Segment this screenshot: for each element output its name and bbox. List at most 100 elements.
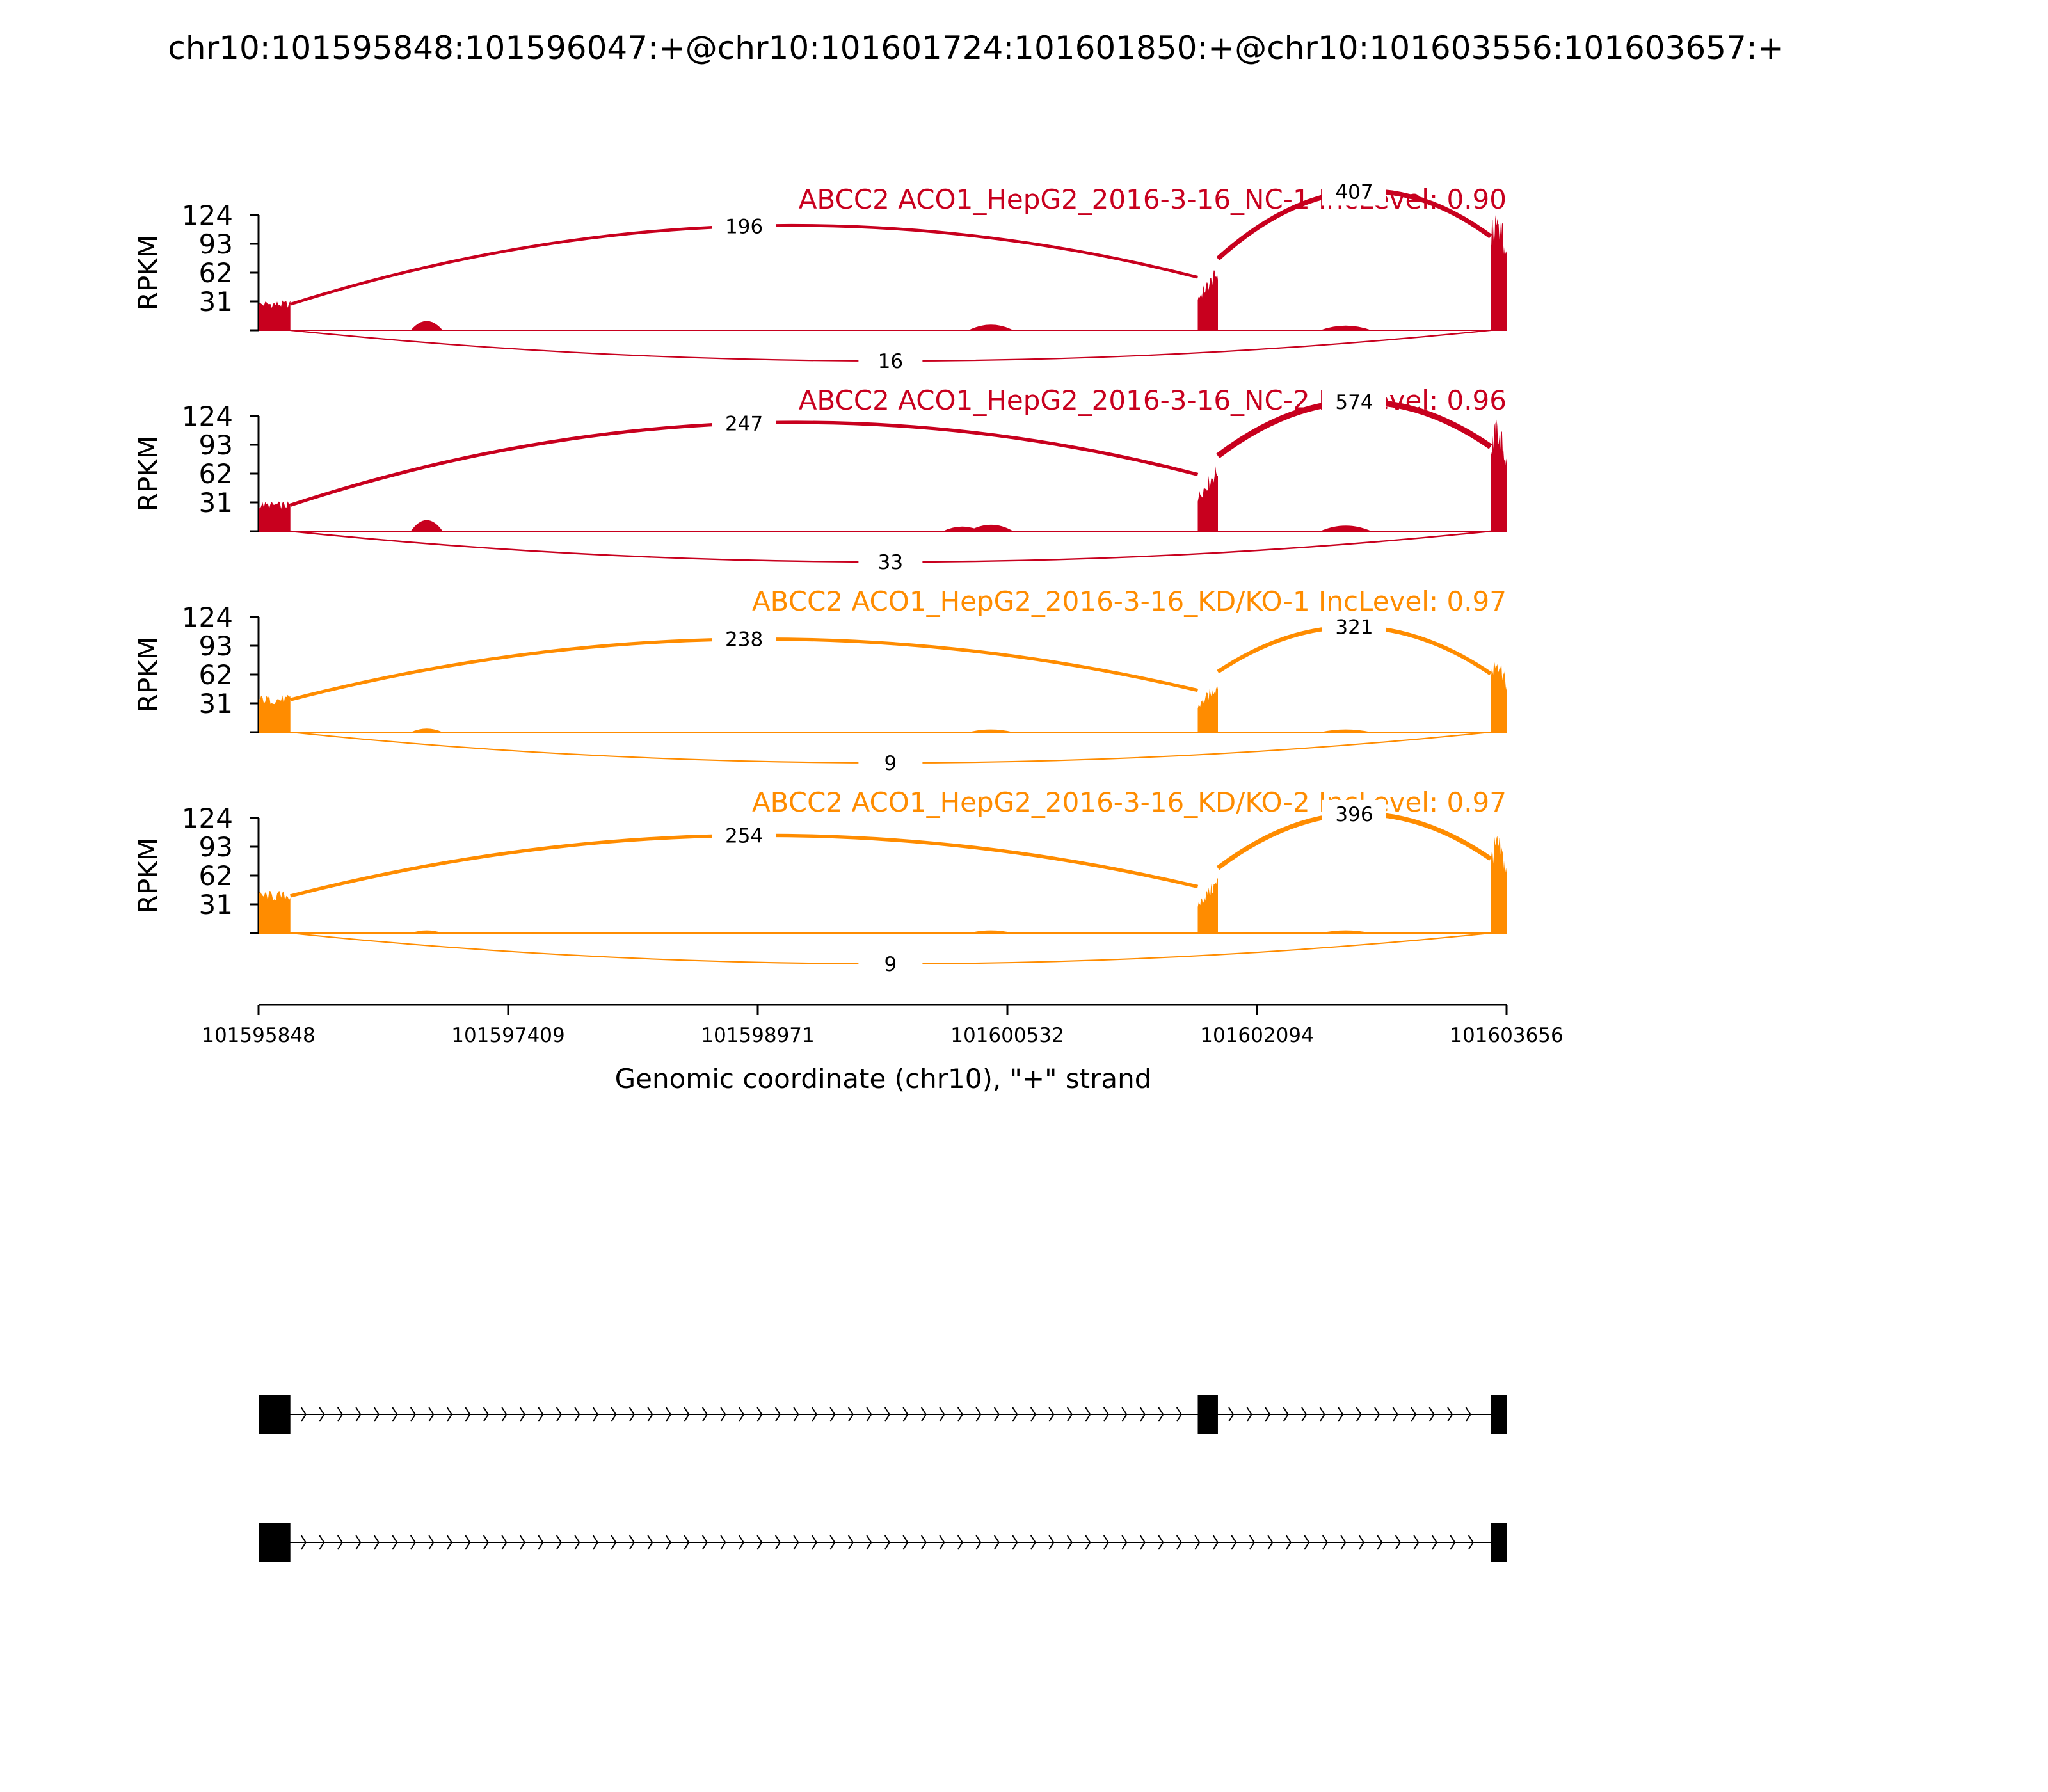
- junction-count-bg: [1322, 799, 1386, 828]
- strand-arrow: [993, 1407, 1000, 1422]
- junction-count-bg: [712, 821, 776, 850]
- strand-arrow: [647, 1407, 653, 1422]
- y-tick-label: 124: [182, 401, 233, 432]
- strand-arrow: [1246, 1407, 1252, 1422]
- exon-coverage: [259, 891, 291, 933]
- strand-arrow: [1176, 1535, 1182, 1550]
- strand-arrow: [684, 1407, 690, 1422]
- y-tick-label: 62: [199, 659, 233, 691]
- strand-arrow: [1340, 1535, 1347, 1550]
- strand-arrow: [1413, 1535, 1420, 1550]
- strand-arrow: [574, 1407, 580, 1422]
- junction-count-bg: [1322, 387, 1386, 416]
- strand-arrow: [811, 1535, 817, 1550]
- strand-arrow: [866, 1535, 872, 1550]
- strand-arrow: [1356, 1407, 1362, 1422]
- strand-arrow: [1048, 1535, 1055, 1550]
- strand-arrow: [1358, 1535, 1364, 1550]
- strand-arrow: [392, 1535, 398, 1550]
- strand-arrow: [355, 1407, 362, 1422]
- strand-arrow: [756, 1535, 763, 1550]
- exon-coverage: [1197, 686, 1218, 732]
- strand-arrow: [1139, 1407, 1146, 1422]
- y-tick-label: 31: [199, 889, 233, 920]
- junction-count: 254: [725, 824, 763, 847]
- strand-arrow: [465, 1535, 471, 1550]
- strand-arrow: [1392, 1407, 1398, 1422]
- strand-arrow: [684, 1535, 690, 1550]
- exon-coverage: [259, 300, 291, 330]
- junction-count-bg: [712, 212, 776, 241]
- strand-arrow: [720, 1407, 726, 1422]
- strand-arrow: [392, 1407, 398, 1422]
- strand-arrow: [1139, 1535, 1146, 1550]
- y-tick-label: 62: [199, 860, 233, 892]
- strand-arrow: [957, 1535, 963, 1550]
- strand-arrow: [519, 1535, 525, 1550]
- x-tick-label: 101603656: [1450, 1024, 1564, 1047]
- sample-label: ABCC2 ACO1_HepG2_2016-3-16_KD/KO-2 IncLe…: [752, 787, 1507, 818]
- intron-coverage: [1320, 525, 1372, 531]
- strand-arrow: [428, 1535, 435, 1550]
- strand-arrow: [1465, 1407, 1471, 1422]
- strand-arrow: [1030, 1535, 1036, 1550]
- strand-arrow: [538, 1407, 544, 1422]
- strand-arrow: [1395, 1535, 1401, 1550]
- strand-arrow: [1265, 1407, 1271, 1422]
- exon-coverage: [1491, 836, 1507, 933]
- strand-arrow: [1431, 1535, 1437, 1550]
- junction-count: 196: [725, 215, 763, 238]
- strand-arrow: [410, 1535, 416, 1550]
- y-tick-label: 124: [182, 200, 233, 231]
- strand-arrow: [483, 1535, 489, 1550]
- strand-arrow: [975, 1535, 982, 1550]
- exon-coverage: [1197, 270, 1218, 330]
- strand-arrow: [355, 1535, 362, 1550]
- strand-arrow: [701, 1407, 708, 1422]
- strand-arrow: [373, 1407, 380, 1422]
- strand-arrow: [975, 1407, 982, 1422]
- strand-arrow: [847, 1407, 854, 1422]
- strand-arrow: [829, 1407, 836, 1422]
- strand-arrow: [884, 1535, 890, 1550]
- strand-arrow: [811, 1407, 817, 1422]
- strand-arrow: [337, 1407, 343, 1422]
- strand-arrow: [465, 1407, 471, 1422]
- strand-arrow: [957, 1407, 963, 1422]
- strand-arrow: [847, 1535, 854, 1550]
- strand-arrow: [501, 1407, 508, 1422]
- y-axis-label: RPKM: [132, 436, 164, 511]
- strand-arrow: [1085, 1535, 1091, 1550]
- junction-count: 9: [884, 752, 897, 775]
- junction-count-bg: [858, 950, 923, 978]
- strand-arrow: [1447, 1407, 1453, 1422]
- junction-count: 33: [878, 551, 903, 574]
- y-tick-label: 93: [199, 228, 233, 260]
- junction-count-bg: [1322, 177, 1386, 206]
- strand-arrow: [1267, 1535, 1274, 1550]
- intron-coverage: [968, 930, 1014, 933]
- strand-arrow: [446, 1407, 452, 1422]
- strand-arrow: [1158, 1407, 1164, 1422]
- strand-arrow: [902, 1407, 909, 1422]
- intron-coverage: [1320, 930, 1372, 933]
- exon-block: [259, 1523, 291, 1562]
- strand-arrow: [756, 1407, 763, 1422]
- exon-coverage: [1491, 215, 1507, 330]
- exon-block: [1491, 1395, 1507, 1434]
- y-tick-label: 62: [199, 257, 233, 289]
- strand-arrow: [1428, 1407, 1435, 1422]
- strand-arrow: [829, 1535, 836, 1550]
- strand-arrow: [1377, 1535, 1383, 1550]
- strand-arrow: [1030, 1407, 1036, 1422]
- exon-block: [259, 1395, 291, 1434]
- junction-count: 574: [1335, 391, 1373, 414]
- strand-arrow: [1048, 1407, 1055, 1422]
- strand-arrow: [556, 1407, 562, 1422]
- strand-arrow: [993, 1535, 1000, 1550]
- y-axis-label: RPKM: [132, 637, 164, 712]
- strand-arrow: [902, 1535, 909, 1550]
- strand-arrow: [556, 1535, 562, 1550]
- exon-coverage: [1491, 661, 1507, 732]
- strand-arrow: [1450, 1535, 1456, 1550]
